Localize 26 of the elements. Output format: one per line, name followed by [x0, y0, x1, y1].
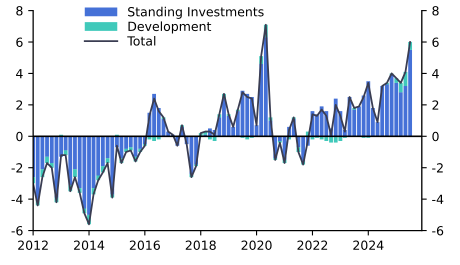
y-tick-label: 6: [16, 37, 23, 47]
y2-tick-label: 4: [432, 69, 439, 78]
y-tick-label: 4: [16, 69, 23, 78]
x-tick-label: 2018: [186, 240, 216, 250]
y2-tick-label: 8: [432, 6, 439, 16]
legend-label: Development: [128, 21, 212, 34]
y2-tick-label: 0: [432, 132, 439, 142]
y-tick-label: -4: [12, 194, 23, 204]
x-tick-label: 2012: [18, 240, 48, 250]
y2-tick-label: -2: [432, 163, 443, 172]
x-tick-label: 2024: [353, 240, 384, 250]
legend-label: Total: [127, 36, 156, 46]
x-tick-label: 2014: [74, 240, 104, 250]
y2-tick-label: -6: [432, 226, 444, 236]
legend-label: Standing Investments: [128, 6, 264, 19]
y2-tick-label: 6: [432, 37, 439, 47]
y-tick-label: -6: [12, 226, 23, 236]
y2-tick-label: -4: [432, 194, 444, 204]
x-tick-label: 2016: [130, 240, 160, 250]
y-tick-label: 0: [16, 132, 23, 142]
y2-tick-label: 2: [432, 100, 438, 110]
y-tick-label: 2: [16, 100, 22, 110]
x-tick-label: 2022: [297, 240, 328, 250]
y-tick-label: 8: [16, 6, 23, 16]
x-tick-label: 2020: [242, 240, 272, 250]
y-tick-label: -2: [12, 163, 22, 172]
